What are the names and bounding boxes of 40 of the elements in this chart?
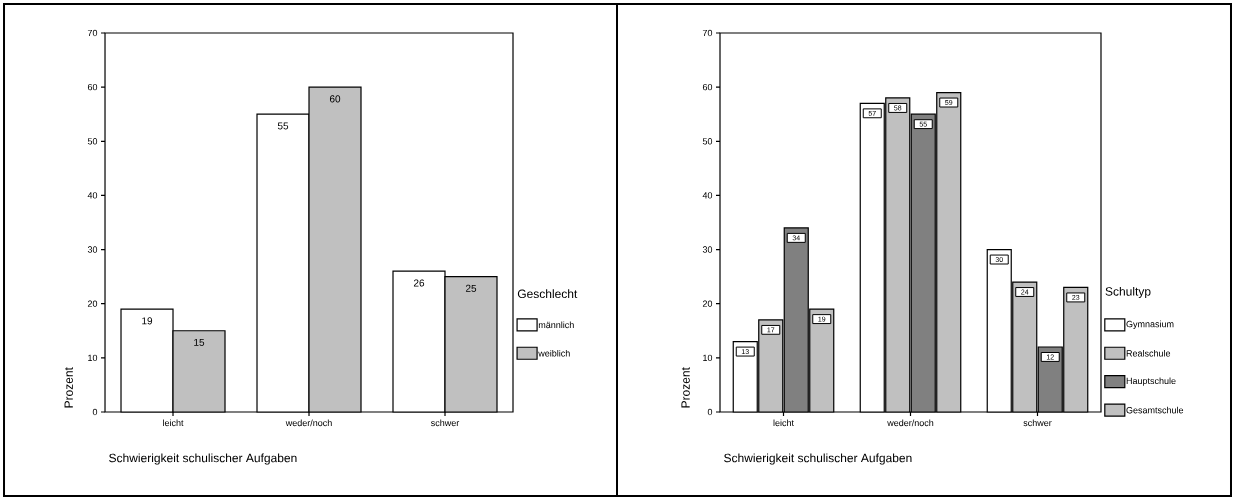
data-label: 25 <box>465 284 477 292</box>
x-axis-title: Schwierigkeit schulischer Aufgaben <box>724 453 912 465</box>
data-label: 55 <box>277 122 289 130</box>
y-tick-label: 60 <box>87 83 98 91</box>
y-tick-label: 70 <box>702 29 713 37</box>
x-tick-label: leicht <box>163 419 184 427</box>
legend-title: Geschlecht <box>517 289 578 299</box>
y-tick-label: 20 <box>87 300 98 307</box>
legend-label: Realschule <box>1126 349 1171 357</box>
data-label: 60 <box>329 95 341 103</box>
y-axis-title: Prozent <box>64 367 73 408</box>
x-axis-title: Schwierigkeit schulischer Aufgaben <box>109 453 297 465</box>
y-tick-label: 30 <box>87 246 98 253</box>
x-tick-label: weder/noch <box>887 419 934 427</box>
data-label: 19 <box>142 317 153 325</box>
legend-label: männlich <box>538 321 574 329</box>
data-label: 26 <box>413 279 425 287</box>
legend-title: Schultyp <box>1105 286 1151 299</box>
y-axis-title: Prozent <box>681 367 690 408</box>
y-tick-label: 10 <box>703 354 713 362</box>
x-tick-label: weder/noch <box>285 419 332 427</box>
x-tick-label: leicht <box>773 419 794 427</box>
legend-label: Hauptschule <box>1126 377 1176 386</box>
y-tick-label: 50 <box>87 138 98 145</box>
y-tick-label: 0 <box>707 408 713 416</box>
x-tick-label: schwer <box>431 419 460 427</box>
legend-label: Gymnasium <box>1126 320 1174 330</box>
y-tick-label: 60 <box>702 83 713 91</box>
x-tick-label: schwer <box>1023 419 1052 427</box>
y-tick-label: 0 <box>92 408 98 416</box>
y-tick-label: 40 <box>702 192 713 199</box>
y-tick-label: 20 <box>702 300 713 307</box>
legend-label: Gesamtschule <box>1126 406 1184 414</box>
y-tick-label: 50 <box>702 138 713 145</box>
legend-label: weiblich <box>538 349 570 357</box>
y-tick-label: 10 <box>88 354 98 362</box>
y-tick-label: 30 <box>702 246 713 253</box>
data-label: 15 <box>194 338 205 346</box>
y-tick-label: 70 <box>87 29 98 37</box>
y-tick-label: 40 <box>87 192 98 199</box>
